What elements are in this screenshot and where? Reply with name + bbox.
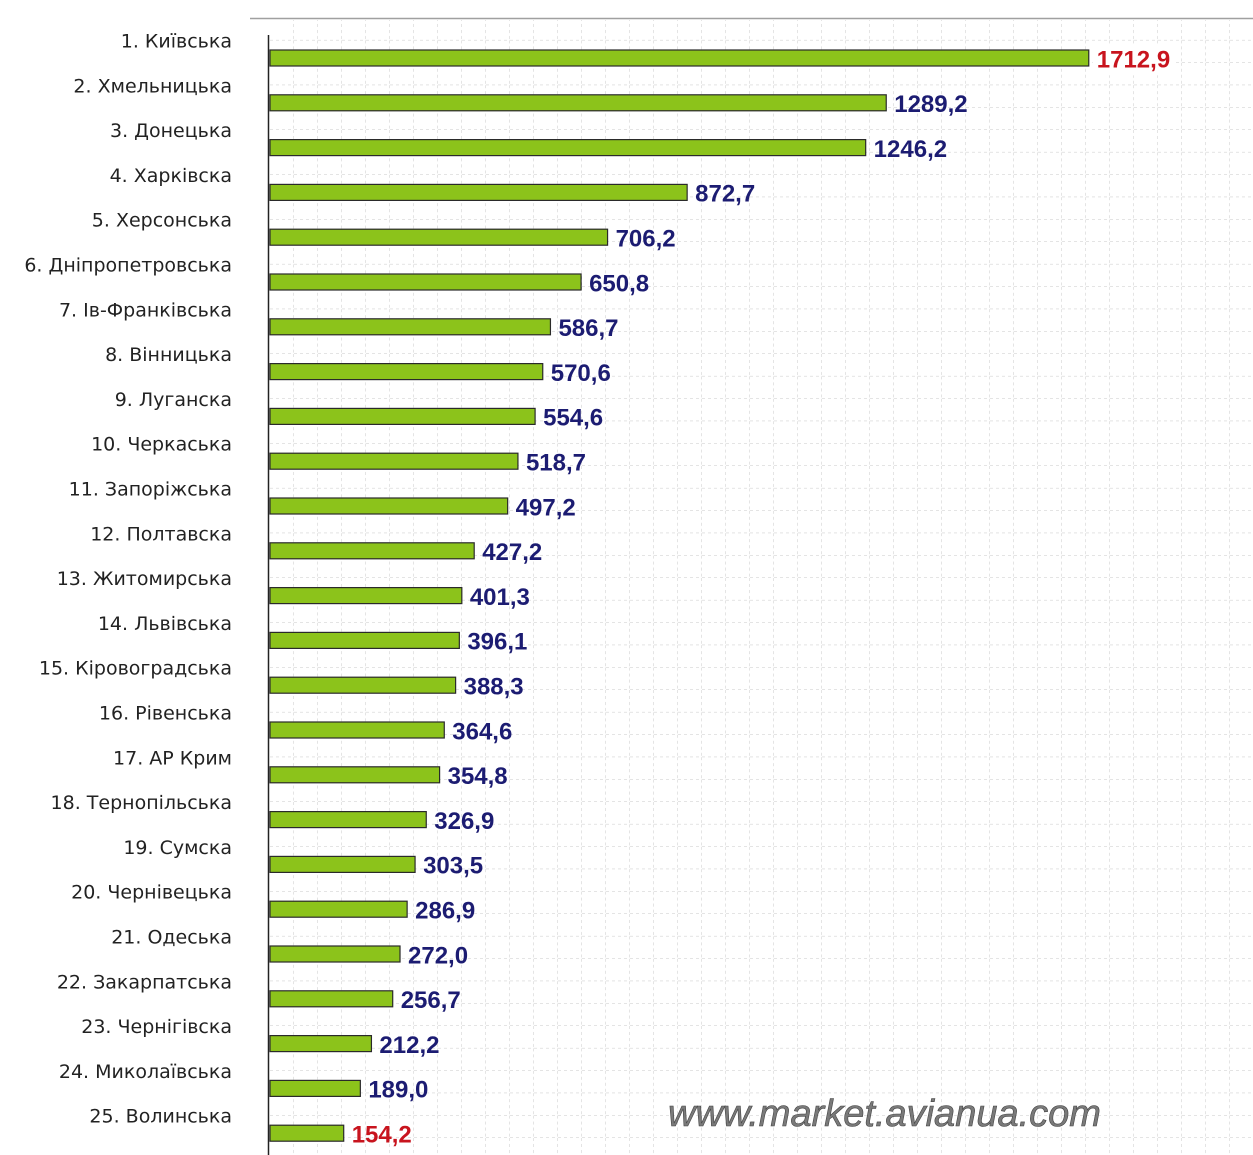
bar [269,497,509,515]
value-label: 401,3 [470,584,530,611]
bar [269,1124,345,1142]
bar [269,407,536,425]
category-label: 14. Львівська [98,613,232,635]
category-label: 9. Луганска [115,389,232,411]
value-label: 154,2 [352,1122,412,1149]
value-label: 326,9 [434,808,494,835]
bar [269,676,457,694]
value-label: 364,6 [452,718,512,745]
value-label: 650,8 [589,270,649,297]
value-label: 570,6 [551,360,611,387]
category-label: 19. Сумска [123,837,232,859]
category-label: 22. Закарпатська [57,971,232,993]
bar [269,990,394,1008]
bar [269,721,445,739]
category-label: 4. Харківска [110,165,232,187]
value-label: 1289,2 [894,91,967,118]
value-label: 497,2 [516,494,576,521]
category-label: 21. Одеська [111,927,232,949]
bar [269,363,544,381]
category-label: 18. Тернопільська [51,792,232,814]
category-label: 15. Кіровоградська [39,658,232,680]
value-label: 586,7 [558,315,618,342]
category-label: 25. Волинська [89,1106,232,1128]
value-label: 427,2 [482,539,542,566]
category-label: 8. Вінницька [105,344,232,366]
value-label: 396,1 [467,629,527,656]
bar [269,94,887,112]
value-label: 518,7 [526,450,586,477]
category-label: 17. АР Крим [113,747,232,769]
bar [269,900,408,918]
bar [269,810,427,829]
bar [269,766,441,784]
value-label: 1712,9 [1097,46,1170,73]
category-label: 7. Ів-Франківська [59,299,232,321]
bar [269,318,552,336]
category-label: 12. Полтавска [90,523,232,545]
watermark: www.market.avianua.com [668,1093,1101,1135]
category-label: 24. Миколаївська [59,1061,232,1083]
bar [269,139,867,157]
value-label: 1246,2 [874,136,947,163]
value-label: 554,6 [543,405,603,432]
category-label: 20. Чернівецька [71,882,232,904]
value-label: 388,3 [464,674,524,701]
bar [269,1079,361,1098]
bar [269,228,609,246]
category-label: 13. Житомирська [57,568,232,590]
value-label: 354,8 [448,763,508,790]
category-label: 16. Рівенська [99,703,232,725]
value-label: 286,9 [415,898,475,925]
value-label: 189,0 [368,1077,428,1104]
bar [269,183,688,201]
value-label: 303,5 [423,853,483,880]
bar [269,586,463,605]
category-label: 1. Київська [121,31,232,53]
bar [269,945,401,963]
bar [269,49,1090,67]
bar [269,273,582,291]
value-label: 706,2 [616,226,676,253]
category-label: 23. Чернігівска [81,1016,232,1038]
category-label: 5. Херсонська [92,210,232,232]
bar [269,452,519,470]
value-label: 212,2 [379,1032,439,1059]
value-label-bg [1092,44,1175,76]
value-label: 272,0 [408,942,468,969]
bar [269,1034,373,1053]
value-label: 256,7 [401,987,461,1014]
category-label: 3. Донецька [110,120,232,142]
category-label: 11. Запоріжська [69,479,232,501]
category-label: 2. Хмельницька [73,75,232,97]
bar [269,542,475,560]
bar [269,855,416,874]
category-label: 10. Черкаська [91,434,232,456]
bar [269,631,460,650]
category-label: 6. Дніпропетровська [24,255,232,277]
value-label: 872,7 [695,181,755,208]
